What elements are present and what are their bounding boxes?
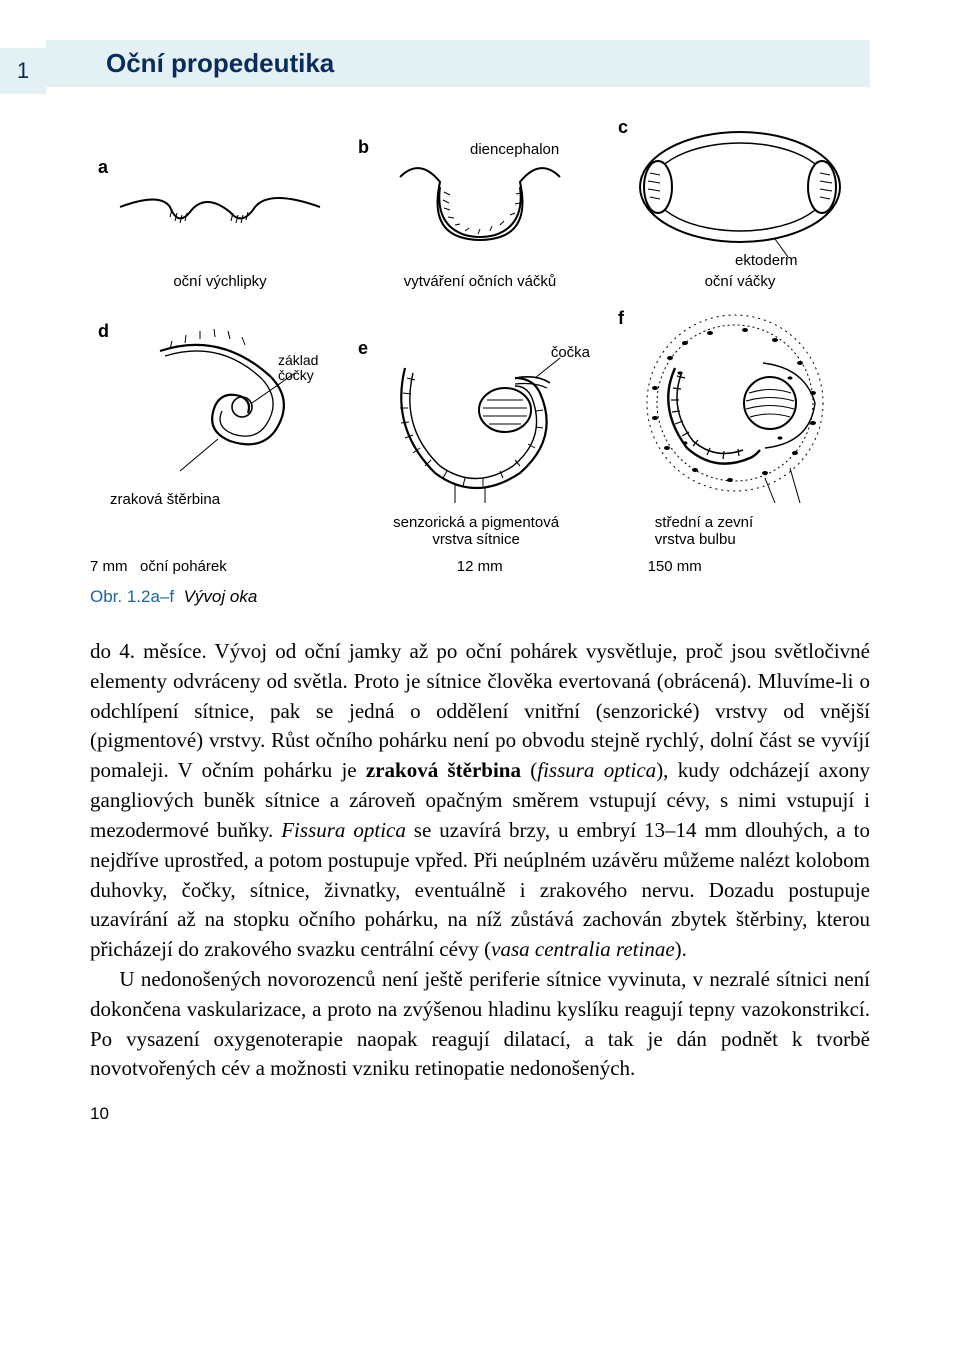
chapter-number: 1 <box>17 58 29 84</box>
chapter-number-tab: 1 <box>0 48 46 94</box>
diagram-a <box>110 157 330 267</box>
page: 1 Oční propedeutika a <box>0 0 960 1144</box>
p1-it2: Fissura optica <box>281 818 406 842</box>
row2-mid-labels: senzorická a pigmentová vrstva sítnice s… <box>90 514 870 548</box>
diagram-e <box>365 338 595 508</box>
panel-letter-f: f <box>618 308 624 329</box>
svg-text:základ: základ <box>278 352 318 368</box>
figure-row-top: a b diencephalon <box>90 117 870 267</box>
figure-panel-e: e čočka <box>350 338 610 508</box>
panel-letter-d: d <box>98 321 109 342</box>
caption-c: oční váčky <box>610 273 870 290</box>
diagram-d: základ čočky <box>110 321 330 491</box>
paragraph-2: U nedonošených novorozenců není ještě pe… <box>90 965 870 1084</box>
chapter-title: Oční propedeutika <box>106 48 334 78</box>
scale-c: 150 mm <box>648 558 702 575</box>
paragraph-1: do 4. měsíce. Vývoj od oční jamky až po … <box>90 637 870 965</box>
label-senzoricka-pigmentova: senzorická a pigmentová vrstva sítnice <box>347 514 604 548</box>
p1-it3: vasa centralia retinae <box>491 937 675 961</box>
diagram-c: ektoderm <box>620 117 860 267</box>
p1-bold: zraková štěrbina <box>366 758 521 782</box>
chapter-header: Oční propedeutika <box>46 40 870 87</box>
figure-caption-text: Vývoj oka <box>184 587 258 606</box>
label-ektoderm-svg: ektoderm <box>735 252 798 267</box>
figure-panel-d: d základ čočky <box>90 321 350 508</box>
label-zrakova-sterbina: zraková štěrbina <box>90 491 350 508</box>
caption-a: oční výchlipky <box>90 273 350 290</box>
panel-letter-b: b <box>358 137 369 158</box>
figure-panel-a: a <box>90 157 350 267</box>
figure-panel-f: f <box>610 308 870 508</box>
p1-it1: fissura optica <box>537 758 656 782</box>
scale-a: 7 mm <box>90 558 128 575</box>
figure-row-top-captions: oční výchlipky vytváření očních váčků oč… <box>90 273 870 290</box>
scale-b: 12 mm <box>457 558 503 575</box>
panel-letter-c: c <box>618 117 628 138</box>
figure-scale-row: 7 mm oční pohárek 12 mm 150 mm <box>90 558 870 575</box>
panel-letter-e: e <box>358 338 368 359</box>
figure-panel-c: c ektoderm <box>610 117 870 267</box>
page-number: 10 <box>90 1104 109 1124</box>
label-cocka: čočka <box>551 344 590 361</box>
p1-end: ). <box>675 937 687 961</box>
figure-caption-ref: Obr. 1.2a–f <box>90 587 174 606</box>
figure-panel-b: b diencephalon <box>350 137 610 267</box>
scale-a-label: oční pohárek <box>140 558 227 575</box>
panel-letter-a: a <box>98 157 108 178</box>
p1-afterbold: ( <box>521 758 537 782</box>
figure-row-bottom: d základ čočky <box>90 308 870 508</box>
figure-1-2: a b diencephalon <box>90 117 870 607</box>
body-text: do 4. měsíce. Vývoj od oční jamky až po … <box>90 637 870 1084</box>
diagram-f <box>615 308 865 508</box>
label-stredni-zevni: střední a zevní vrstva bulbu <box>605 514 862 548</box>
caption-b: vytváření očních váčků <box>350 273 610 290</box>
figure-caption: Obr. 1.2a–f Vývoj oka <box>90 587 870 607</box>
svg-text:čočky: čočky <box>278 367 314 383</box>
label-diencephalon: diencephalon <box>470 141 559 158</box>
